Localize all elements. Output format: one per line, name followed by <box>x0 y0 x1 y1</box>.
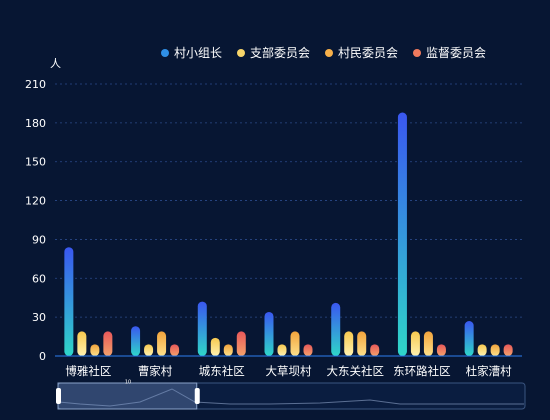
bar <box>477 344 487 356</box>
bars <box>64 112 513 356</box>
bar <box>503 344 513 356</box>
bar <box>157 331 167 356</box>
y-tick-label: 210 <box>25 78 46 91</box>
bar <box>170 344 180 356</box>
bar <box>357 331 367 356</box>
y-tick-label: 0 <box>39 350 46 363</box>
bar <box>290 331 300 356</box>
x-tick-label: 城东社区 <box>199 364 245 378</box>
datazoom-slider[interactable]: 10 <box>56 380 526 410</box>
bar <box>64 247 74 356</box>
y-tick-label: 180 <box>25 117 46 130</box>
x-tick-label: 曹家村 <box>138 364 173 378</box>
legend-swatch <box>237 49 245 57</box>
bar <box>397 112 407 356</box>
x-tick-label: 东环路社区 <box>393 364 451 378</box>
bar <box>277 344 287 356</box>
datazoom-label: 10 <box>125 380 131 386</box>
bar <box>303 344 313 356</box>
legend-item[interactable]: 支部委员会 <box>237 45 310 60</box>
x-tick-label: 大草坝村 <box>266 364 312 378</box>
y-tick-label: 150 <box>25 156 46 169</box>
grid-lines <box>55 83 522 318</box>
bar <box>464 321 474 356</box>
y-tick-label: 120 <box>25 195 46 208</box>
bar <box>90 344 100 356</box>
bar <box>236 331 246 356</box>
legend-label: 支部委员会 <box>250 45 310 60</box>
legend-item[interactable]: 村小组长 <box>161 46 222 60</box>
y-axis-unit: 人 <box>50 57 61 70</box>
y-tick-label: 30 <box>32 311 46 324</box>
bar <box>344 331 354 356</box>
bar <box>210 337 220 356</box>
datazoom-handle-left[interactable] <box>56 388 61 404</box>
legend-swatch <box>161 49 169 57</box>
legend-item[interactable]: 监督委员会 <box>413 45 486 60</box>
bar <box>490 344 500 356</box>
legend-swatch <box>325 49 333 57</box>
legend-label: 监督委员会 <box>426 45 486 60</box>
bar <box>423 331 433 356</box>
x-tick-label: 杜家漕村 <box>466 364 512 378</box>
bar <box>223 344 233 356</box>
legend-item[interactable]: 村民委员会 <box>325 46 398 60</box>
bar <box>331 302 341 356</box>
bar <box>77 331 87 356</box>
bar <box>410 331 420 356</box>
bar <box>103 331 113 356</box>
legend-swatch <box>413 49 421 57</box>
legend[interactable]: 村小组长 支部委员会 村民委员会 监督委员会 <box>161 45 486 60</box>
bar <box>370 344 380 356</box>
y-tick-label: 90 <box>32 233 46 246</box>
x-axis-labels: 博雅社区 曹家村 城东社区 大草坝村 大东关社区 东环路社区 杜家漕村 <box>65 364 512 378</box>
x-tick-label: 博雅社区 <box>65 364 111 378</box>
datazoom-handle-right[interactable] <box>194 388 200 404</box>
bar <box>264 311 274 356</box>
datazoom-preview-line <box>58 388 524 407</box>
legend-label: 村小组长 <box>174 46 222 60</box>
y-axis-ticks: 0 30 60 90 120 150 180 210 <box>25 78 46 363</box>
bar <box>144 344 154 356</box>
bar <box>197 301 207 356</box>
bar <box>436 344 446 356</box>
legend-label: 村民委员会 <box>338 46 398 60</box>
y-tick-label: 60 <box>32 272 46 285</box>
datazoom-window[interactable] <box>57 382 198 410</box>
bar <box>131 326 141 356</box>
x-tick-label: 大东关社区 <box>326 364 384 378</box>
